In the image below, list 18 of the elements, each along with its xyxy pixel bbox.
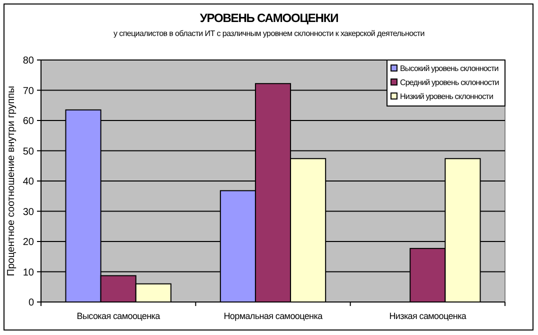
y-tick-label: 20 — [22, 237, 34, 248]
y-tick-label: 60 — [22, 116, 34, 127]
chart-title: УРОВЕНЬ САМООЦЕНКИ — [200, 11, 338, 25]
x-tick-label: Нормальная самооценка — [224, 311, 323, 321]
y-tick-label: 30 — [22, 206, 34, 218]
y-tick-label: 10 — [22, 267, 34, 278]
x-tick-label: Низкая самооценка — [389, 311, 466, 321]
chart-subtitle: у специалистов в области ИТ с различным уровнем склонности к хакерской деятельности — [114, 29, 424, 38]
x-tick-label: Высокая самооценка — [76, 311, 160, 321]
legend-label: Средний уровень склонности — [400, 78, 499, 87]
y-tick-label: 70 — [22, 86, 34, 97]
y-tick-label: 80 — [22, 56, 34, 66]
y-axis-title: Процентное соотношение внутри группы — [6, 86, 17, 276]
y-tick-label: 0 — [28, 298, 34, 308]
legend-label: Высокий уровень склонности — [400, 64, 498, 73]
legend-label: Низкий уровень склонности — [400, 92, 494, 101]
y-tick-label: 40 — [22, 176, 34, 188]
y-tick-label: 50 — [22, 146, 34, 158]
